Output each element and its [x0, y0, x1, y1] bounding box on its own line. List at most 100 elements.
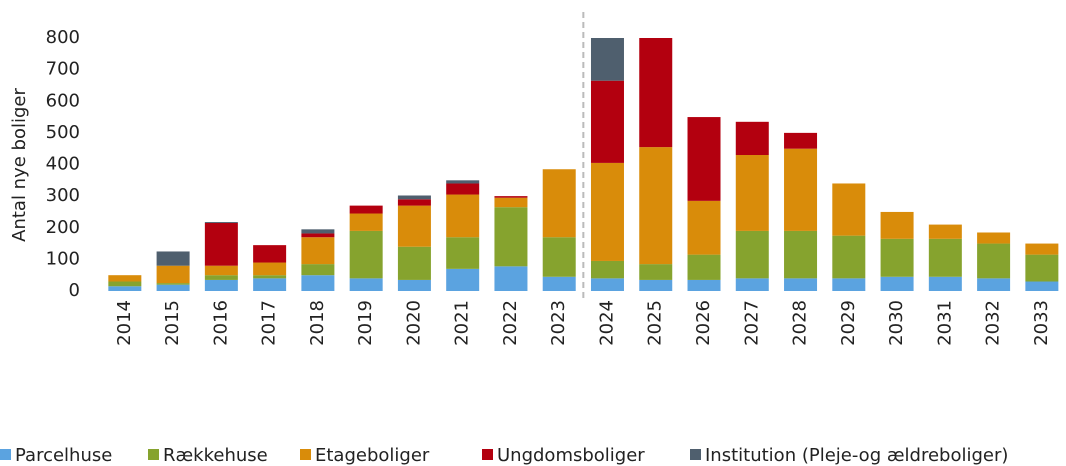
bar-segment — [301, 275, 335, 291]
y-tick-label: 100 — [46, 248, 80, 269]
bar-segment — [590, 38, 624, 81]
legend-label: Ungdomsboliger — [497, 445, 645, 466]
bar-segment — [639, 147, 673, 265]
bar-segment — [349, 205, 383, 214]
bar-segment — [639, 264, 673, 280]
legend-swatch — [482, 449, 493, 460]
bar-segment — [253, 245, 287, 263]
x-tick-label: 2016 — [210, 300, 231, 346]
bar-segment — [880, 276, 914, 291]
bar-segment — [880, 211, 914, 239]
bar-segment — [446, 183, 480, 195]
bar-segment — [687, 279, 721, 291]
bar-segment — [784, 278, 818, 291]
bar-segment — [204, 223, 238, 266]
bar-segment — [204, 265, 238, 276]
bar-segment — [349, 278, 383, 291]
bar-segment — [735, 121, 769, 156]
bar-segment — [494, 207, 528, 267]
x-tick-label: 2033 — [1031, 300, 1052, 346]
bar-segment — [397, 199, 431, 206]
y-tick-label: 0 — [69, 280, 80, 301]
bar-segment — [494, 197, 528, 208]
bar-segment — [784, 148, 818, 231]
legend-swatch — [0, 449, 11, 460]
bar-segment — [590, 162, 624, 261]
bar-segment — [349, 213, 383, 231]
x-tick-label: 2028 — [790, 300, 811, 346]
bar-segment — [1025, 281, 1059, 291]
x-tick-label: 2014 — [114, 300, 135, 346]
legend-label: Parcelhuse — [15, 445, 112, 466]
bar-segment — [1025, 254, 1059, 282]
bar-segment — [832, 183, 866, 236]
bar-segment — [156, 284, 190, 291]
bar-segment — [590, 260, 624, 279]
bar-segment — [977, 232, 1011, 244]
bar-segment — [108, 281, 142, 287]
x-tick-label: 2019 — [355, 300, 376, 346]
bar-segment — [832, 278, 866, 291]
y-tick-label: 700 — [46, 59, 80, 80]
bar-segment — [397, 195, 431, 200]
bar-segment — [832, 235, 866, 279]
bar-segment — [880, 238, 914, 277]
bar-segment — [687, 117, 721, 201]
bar-segment — [156, 283, 190, 285]
bar-segment — [204, 275, 238, 280]
y-tick-label: 200 — [46, 217, 80, 238]
bar-segment — [108, 275, 142, 282]
x-tick-label: 2027 — [741, 300, 762, 346]
legend-swatch — [148, 449, 159, 460]
legend-swatch — [690, 449, 701, 460]
bar-segment — [735, 230, 769, 279]
y-tick-label: 300 — [46, 185, 80, 206]
x-tick-label: 2020 — [403, 300, 424, 346]
x-tick-label: 2023 — [548, 300, 569, 346]
bar-segment — [687, 254, 721, 280]
bar-segment — [108, 286, 142, 291]
x-tick-label: 2018 — [307, 300, 328, 346]
bar-segment — [397, 205, 431, 247]
bar-segment — [1025, 243, 1059, 255]
bar-segment — [397, 246, 431, 280]
bar-segment — [204, 279, 238, 291]
bar-segment — [735, 155, 769, 231]
legend-label: Etageboliger — [315, 445, 430, 466]
bar-segment — [301, 229, 335, 234]
bar-segment — [446, 268, 480, 291]
x-tick-label: 2031 — [934, 300, 955, 346]
y-tick-label: 800 — [46, 27, 80, 48]
bar-segment — [784, 132, 818, 149]
x-tick-label: 2022 — [500, 300, 521, 346]
y-tick-label: 500 — [46, 122, 80, 143]
bar-segment — [784, 230, 818, 279]
x-tick-label: 2017 — [259, 300, 280, 346]
bar-segment — [253, 275, 287, 279]
bar-segment — [301, 237, 335, 265]
bar-segment — [349, 230, 383, 279]
x-tick-label: 2024 — [596, 300, 617, 346]
x-tick-label: 2029 — [838, 300, 859, 346]
x-tick-label: 2032 — [983, 300, 1004, 346]
bar-segment — [639, 38, 673, 148]
x-tick-label: 2021 — [452, 300, 473, 346]
bars — [108, 38, 1059, 291]
x-tick-label: 2030 — [886, 300, 907, 346]
y-tick-label: 400 — [46, 154, 80, 175]
bar-segment — [977, 243, 1011, 279]
bar-segment — [928, 224, 962, 239]
bar-segment — [253, 262, 287, 276]
bar-segment — [301, 264, 335, 276]
legend-swatch — [300, 449, 311, 460]
bar-segment — [156, 265, 190, 284]
bar-segment — [494, 196, 528, 198]
bar-segment — [542, 169, 576, 238]
bar-segment — [446, 180, 480, 184]
bar-segment — [542, 237, 576, 277]
bar-segment — [446, 237, 480, 269]
bar-segment — [301, 233, 335, 238]
y-tick-label: 600 — [46, 90, 80, 111]
x-tick-label: 2026 — [693, 300, 714, 346]
